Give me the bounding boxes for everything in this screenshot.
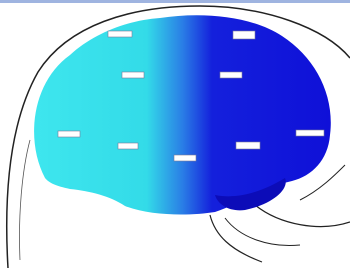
brain-illustration [0, 0, 350, 269]
region-label-box [122, 72, 144, 78]
region-label-box [236, 142, 260, 149]
region-label-box [220, 72, 242, 78]
region-label-box [296, 130, 324, 136]
region-label-box [233, 31, 255, 39]
region-label-box [108, 31, 132, 37]
region-label-box [118, 143, 138, 149]
page: (() => { const data = JSON.parse(documen… [0, 0, 350, 269]
region-label-box [58, 131, 80, 137]
top-border [0, 0, 350, 3]
region-label-box [174, 155, 196, 161]
